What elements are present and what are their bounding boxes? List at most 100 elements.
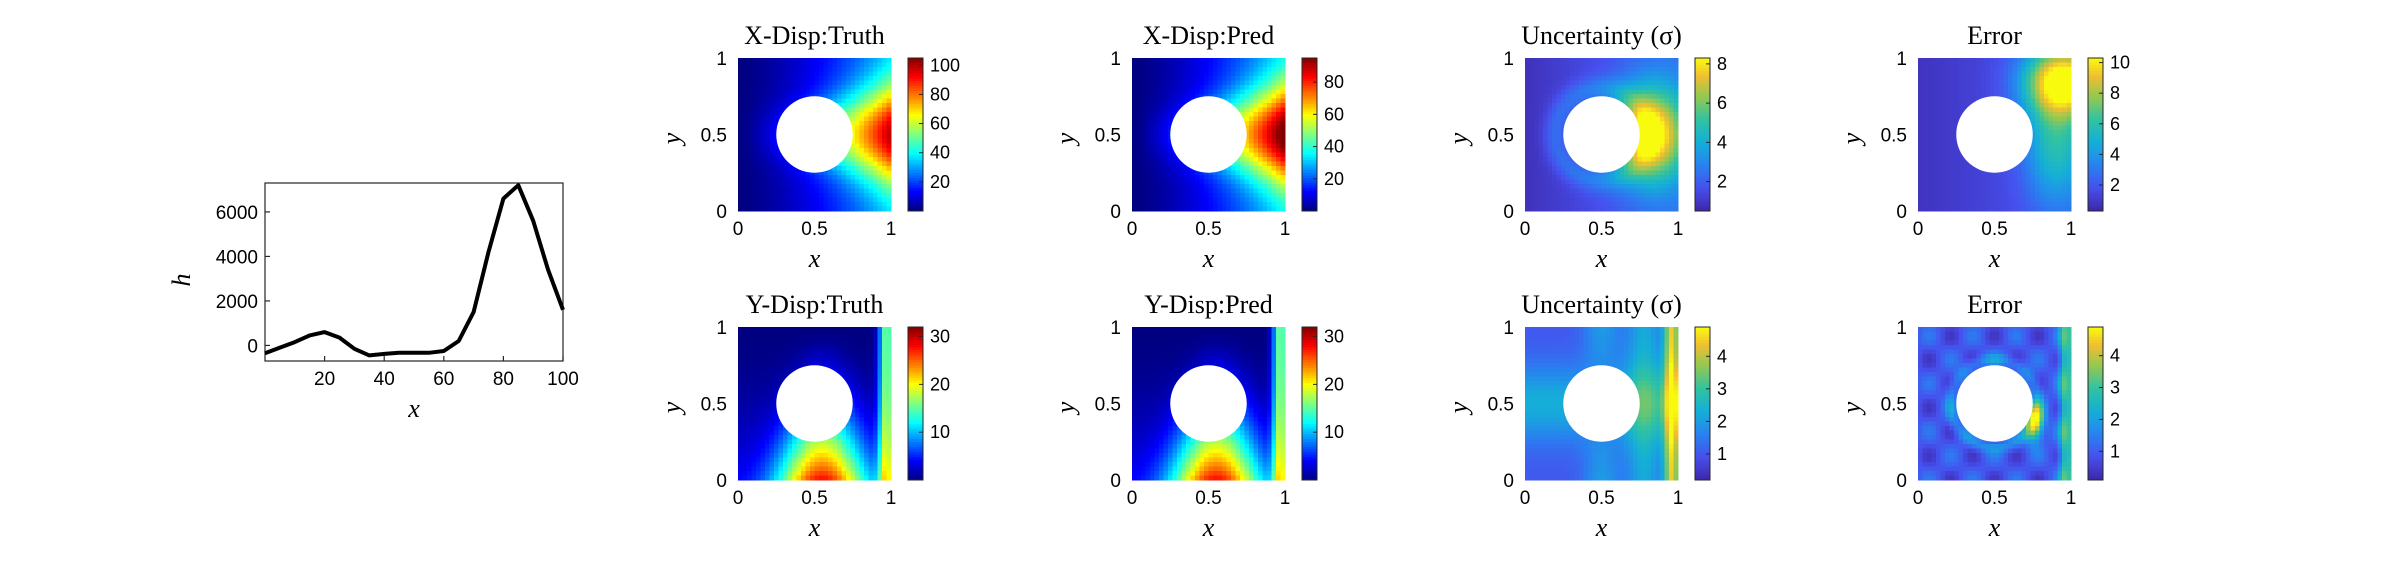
heatmap-cell <box>1525 152 1531 158</box>
heatmap-cell <box>2017 62 2023 68</box>
heatmap-cell <box>1249 166 1255 172</box>
heatmap-cell <box>886 94 892 100</box>
colorbar-frame <box>2087 57 2104 212</box>
heatmap-cell <box>1163 202 1169 208</box>
heatmap-cell <box>1226 206 1232 212</box>
heatmap-cell <box>859 85 865 91</box>
heatmap-cell <box>1642 130 1648 136</box>
heatmap-cell <box>2048 103 2054 109</box>
heatmap-cell <box>1954 143 1960 149</box>
heatmap-cell <box>1141 134 1147 140</box>
heatmap-cell <box>1954 71 1960 77</box>
heatmap-cell <box>1154 112 1160 118</box>
heatmap-cell <box>1963 179 1969 185</box>
heatmap-cell <box>2026 103 2032 109</box>
heatmap-cell <box>1208 71 1214 77</box>
heatmap-cell <box>1931 139 1937 145</box>
heatmap-cell <box>1981 76 1987 82</box>
heatmap-cell <box>1651 175 1657 181</box>
heatmap-cell <box>1949 67 1955 73</box>
heatmap-cell <box>2053 139 2059 145</box>
heatmap-cell <box>1628 67 1634 73</box>
heatmap-cell <box>2017 58 2023 64</box>
heatmap-cell <box>1963 184 1969 190</box>
heatmap-cell <box>823 94 829 100</box>
heatmap-cell <box>1267 67 1273 73</box>
heatmap-cell <box>814 193 820 199</box>
heatmap-cell <box>760 148 766 154</box>
heatmap-cell <box>1141 67 1147 73</box>
heatmap-cell <box>1958 161 1964 167</box>
heatmap-cell <box>1642 179 1648 185</box>
heatmap-cell <box>1253 184 1259 190</box>
heatmap-cell <box>1931 143 1937 149</box>
heatmap-cell <box>1646 143 1652 149</box>
heatmap-cell <box>1985 58 1991 64</box>
heatmap-cell <box>1592 179 1598 185</box>
heatmap-cell <box>1556 130 1562 136</box>
heatmap-cell <box>1168 112 1174 118</box>
heatmap-cell <box>2044 206 2050 212</box>
heatmap-cell <box>1673 143 1679 149</box>
heatmap-cell <box>1154 76 1160 82</box>
heatmap-cell <box>1967 202 1973 208</box>
heatmap-cell <box>1642 184 1648 190</box>
heatmap-cell <box>1976 193 1982 199</box>
heatmap-cell <box>1673 80 1679 86</box>
heatmap-cell <box>1994 188 2000 194</box>
heatmap-cell <box>1610 206 1616 212</box>
heatmap-cell <box>1556 184 1562 190</box>
heatmap-cell <box>2017 80 2023 86</box>
heatmap-cell <box>1132 112 1138 118</box>
heatmap-cell <box>1190 197 1196 203</box>
heatmap-cell <box>846 58 852 64</box>
heatmap-cell <box>1646 62 1652 68</box>
heatmap-cell <box>1163 157 1169 163</box>
heatmap-cell <box>1922 98 1928 104</box>
heatmap-cell <box>873 103 879 109</box>
heatmap-cell <box>2066 116 2072 122</box>
heatmap-cell <box>1646 197 1652 203</box>
heatmap-cell <box>778 157 784 163</box>
heatmap-cell <box>1999 80 2005 86</box>
heatmap-cell <box>819 94 825 100</box>
heatmap-cell <box>2021 193 2027 199</box>
heatmap-cell <box>1669 152 1675 158</box>
heatmap-cell <box>855 121 861 127</box>
heatmap-cell <box>850 62 856 68</box>
heatmap-cell <box>2039 143 2045 149</box>
heatmap-cell <box>1253 116 1259 122</box>
heatmap-cell <box>2012 71 2018 77</box>
heatmap-cell <box>1637 179 1643 185</box>
heatmap-cell <box>1655 107 1661 113</box>
heatmap-cell <box>877 179 883 185</box>
heatmap-cell <box>1945 130 1951 136</box>
heatmap-cell <box>2026 58 2032 64</box>
colorbar-segment <box>1695 68 1710 72</box>
heatmap-cell <box>882 175 888 181</box>
heatmap-cell <box>765 112 771 118</box>
heatmap-cell <box>1610 175 1616 181</box>
heatmap-cell <box>1660 58 1666 64</box>
heatmap-cell <box>1927 130 1933 136</box>
colorbar-tick-label: 60 <box>930 114 950 134</box>
heatmap-cell <box>1538 161 1544 167</box>
heatmap-cell <box>1145 188 1151 194</box>
heatmap-cell <box>1628 62 1634 68</box>
colorbar-segment <box>1302 126 1317 130</box>
heatmap-cell <box>2053 62 2059 68</box>
heatmap-cell <box>1258 125 1264 131</box>
heatmap-cell <box>1145 202 1151 208</box>
heatmap-cell <box>1154 175 1160 181</box>
heatmap-cell <box>1195 188 1201 194</box>
heatmap-cell <box>1633 179 1639 185</box>
heatmap-cell <box>2035 112 2041 118</box>
heatmap-cell <box>1583 67 1589 73</box>
heatmap-cell <box>1547 179 1553 185</box>
heatmap-cell <box>886 161 892 167</box>
heatmap-cell <box>751 143 757 149</box>
heatmap-cell <box>1918 62 1924 68</box>
heatmap-cell <box>1177 71 1183 77</box>
colorbar-segment <box>1302 101 1317 105</box>
heatmap-cell <box>769 62 775 68</box>
